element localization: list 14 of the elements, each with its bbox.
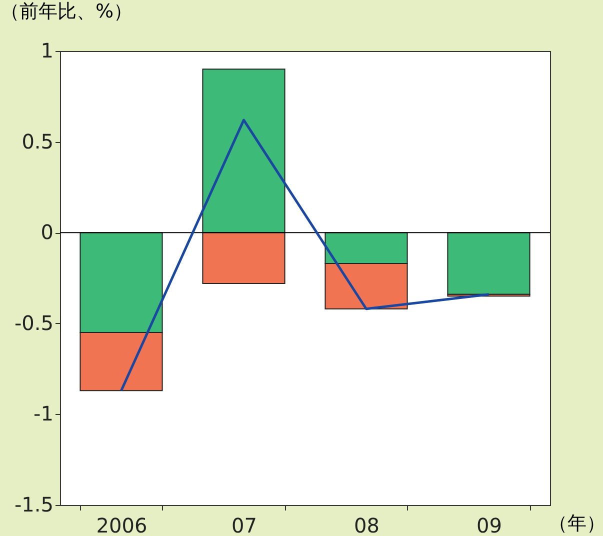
y-tick-label: -1 <box>34 402 54 426</box>
line-series <box>120 118 490 392</box>
y-tick-label: -0.5 <box>14 310 54 335</box>
x-tick-label: 08 <box>354 514 380 536</box>
y-tick-label: 0 <box>40 220 54 244</box>
x-tick-label: 09 <box>476 514 502 536</box>
x-tick-label: 07 <box>232 514 257 536</box>
x-tick-label: 2006 <box>96 514 148 536</box>
y-tick-label: -1.5 <box>14 492 54 516</box>
y-axis-title: （前年比、%） <box>0 0 133 22</box>
x-axis-title: （年） <box>548 512 603 534</box>
bar <box>447 232 530 295</box>
y-tick-label: 1 <box>40 38 54 62</box>
y-tick-label: 0.5 <box>22 129 54 154</box>
